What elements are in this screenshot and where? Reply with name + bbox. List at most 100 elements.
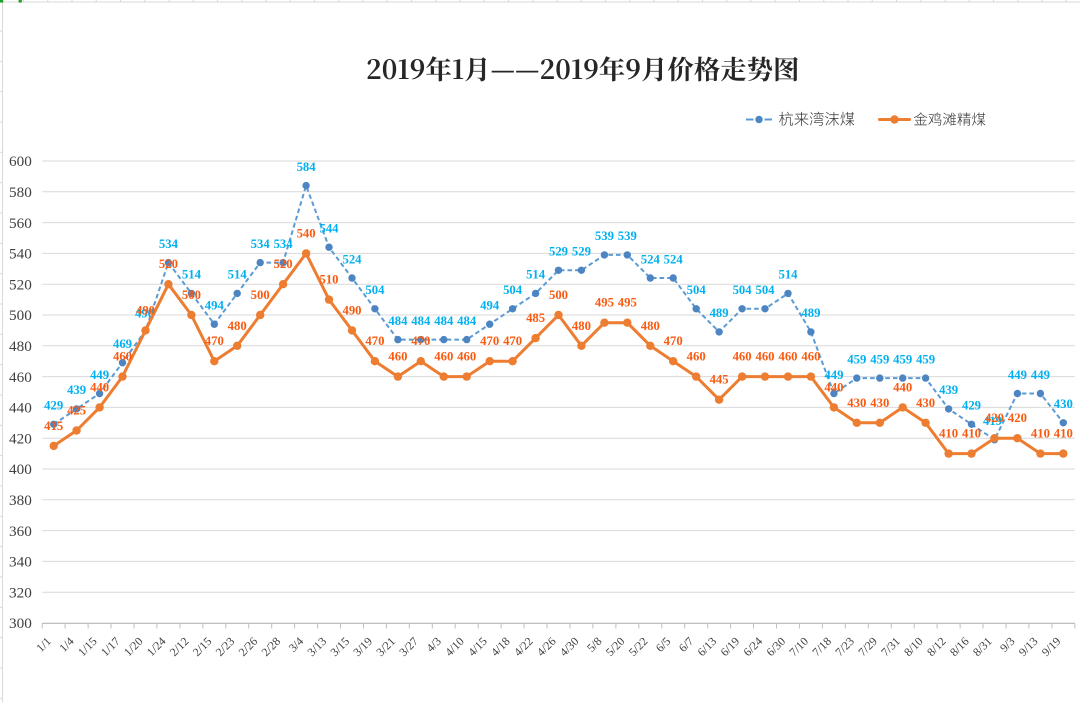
- svg-text:484: 484: [457, 314, 477, 328]
- svg-text:460: 460: [733, 350, 752, 364]
- svg-text:420: 420: [985, 411, 1004, 425]
- svg-text:445: 445: [710, 373, 729, 387]
- svg-text:514: 514: [228, 268, 248, 282]
- svg-text:410: 410: [939, 427, 958, 441]
- svg-text:529: 529: [572, 245, 591, 259]
- svg-text:440: 440: [824, 380, 843, 394]
- svg-text:480: 480: [9, 338, 32, 355]
- svg-text:504: 504: [365, 283, 385, 297]
- svg-text:470: 470: [664, 334, 683, 348]
- svg-text:539: 539: [618, 229, 637, 243]
- svg-text:459: 459: [847, 352, 866, 366]
- svg-text:534: 534: [274, 237, 294, 251]
- svg-text:430: 430: [916, 396, 935, 410]
- svg-text:489: 489: [801, 306, 820, 320]
- svg-text:524: 524: [342, 252, 362, 266]
- svg-text:584: 584: [297, 160, 317, 174]
- svg-text:439: 439: [939, 383, 958, 397]
- svg-text:494: 494: [205, 299, 225, 313]
- svg-text:429: 429: [44, 399, 63, 413]
- svg-text:484: 484: [411, 314, 431, 328]
- svg-text:430: 430: [870, 396, 889, 410]
- svg-text:480: 480: [641, 319, 660, 333]
- svg-text:484: 484: [434, 314, 454, 328]
- svg-text:504: 504: [503, 283, 523, 297]
- svg-text:495: 495: [595, 296, 614, 310]
- svg-text:410: 410: [1031, 427, 1050, 441]
- svg-text:459: 459: [893, 352, 912, 366]
- svg-text:340: 340: [9, 554, 32, 571]
- svg-text:400: 400: [9, 461, 32, 478]
- svg-text:429: 429: [962, 399, 981, 413]
- svg-text:510: 510: [319, 273, 338, 287]
- svg-text:520: 520: [274, 257, 293, 271]
- svg-text:534: 534: [251, 237, 271, 251]
- svg-text:470: 470: [480, 334, 499, 348]
- svg-text:449: 449: [90, 368, 109, 382]
- svg-text:439: 439: [67, 383, 86, 397]
- svg-text:500: 500: [9, 307, 32, 324]
- svg-text:300: 300: [9, 615, 32, 632]
- svg-text:440: 440: [893, 380, 912, 394]
- svg-text:504: 504: [687, 283, 707, 297]
- svg-text:504: 504: [733, 283, 753, 297]
- svg-text:460: 460: [755, 350, 774, 364]
- svg-text:490: 490: [342, 303, 361, 317]
- svg-text:460: 460: [388, 350, 407, 364]
- svg-text:514: 514: [778, 268, 798, 282]
- svg-text:460: 460: [778, 350, 797, 364]
- svg-text:419: 419: [983, 414, 1002, 428]
- svg-text:580: 580: [9, 184, 32, 201]
- svg-text:500: 500: [182, 288, 201, 302]
- svg-text:380: 380: [9, 492, 32, 509]
- svg-text:539: 539: [595, 229, 614, 243]
- svg-text:470: 470: [503, 334, 522, 348]
- svg-text:460: 460: [434, 350, 453, 364]
- svg-text:489: 489: [710, 306, 729, 320]
- svg-text:470: 470: [365, 334, 384, 348]
- svg-text:480: 480: [228, 319, 247, 333]
- svg-text:470: 470: [411, 334, 430, 348]
- svg-text:449: 449: [1031, 368, 1050, 382]
- svg-text:320: 320: [9, 584, 32, 601]
- svg-text:540: 540: [9, 246, 32, 263]
- svg-text:469: 469: [113, 337, 132, 351]
- svg-text:500: 500: [251, 288, 270, 302]
- svg-text:490: 490: [136, 303, 155, 317]
- svg-text:459: 459: [916, 352, 935, 366]
- svg-text:504: 504: [755, 283, 775, 297]
- svg-text:459: 459: [870, 352, 889, 366]
- svg-text:440: 440: [9, 400, 32, 417]
- svg-text:524: 524: [664, 252, 684, 266]
- svg-text:460: 460: [687, 350, 706, 364]
- svg-text:514: 514: [526, 268, 546, 282]
- svg-text:425: 425: [67, 404, 86, 418]
- svg-text:460: 460: [457, 350, 476, 364]
- svg-text:534: 534: [159, 237, 179, 251]
- svg-text:460: 460: [113, 350, 132, 364]
- svg-text:544: 544: [319, 222, 339, 236]
- svg-text:484: 484: [388, 314, 408, 328]
- svg-text:420: 420: [9, 430, 32, 447]
- svg-text:470: 470: [205, 334, 224, 348]
- svg-text:430: 430: [847, 396, 866, 410]
- svg-text:485: 485: [526, 311, 545, 325]
- svg-text:490: 490: [135, 307, 154, 321]
- svg-text:540: 540: [297, 226, 316, 240]
- svg-text:495: 495: [618, 296, 637, 310]
- svg-text:410: 410: [1054, 427, 1073, 441]
- svg-text:480: 480: [572, 319, 591, 333]
- svg-text:415: 415: [44, 419, 63, 433]
- svg-text:494: 494: [480, 299, 500, 313]
- svg-text:460: 460: [9, 369, 32, 386]
- svg-text:430: 430: [1054, 397, 1073, 411]
- svg-text:449: 449: [1008, 368, 1027, 382]
- svg-text:420: 420: [1008, 411, 1027, 425]
- svg-text:440: 440: [90, 380, 109, 394]
- svg-text:524: 524: [641, 252, 661, 266]
- svg-text:360: 360: [9, 523, 32, 540]
- svg-text:500: 500: [549, 288, 568, 302]
- svg-text:520: 520: [9, 276, 32, 293]
- svg-text:514: 514: [182, 268, 202, 282]
- svg-text:529: 529: [549, 245, 568, 259]
